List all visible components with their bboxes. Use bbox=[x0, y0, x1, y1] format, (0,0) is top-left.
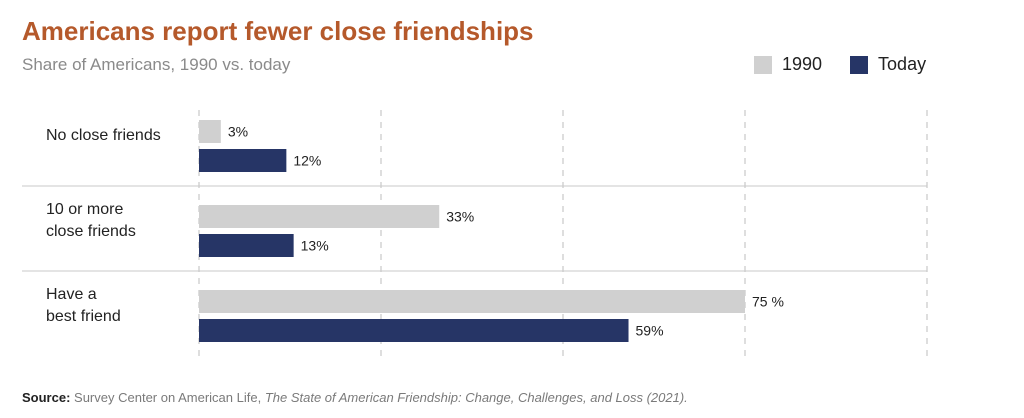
data-label: 3% bbox=[228, 124, 248, 140]
source-title: The State of American Friendship: Change… bbox=[264, 390, 688, 405]
data-label: 13% bbox=[301, 238, 329, 254]
category-label: best friend bbox=[46, 308, 121, 325]
legend-swatch-today bbox=[850, 55, 869, 74]
legend-item-1990: 1990 bbox=[754, 54, 822, 75]
bar-today bbox=[199, 234, 294, 257]
legend: 1990 Today bbox=[754, 54, 926, 75]
bar-today bbox=[199, 149, 287, 172]
legend-item-today: Today bbox=[850, 54, 926, 75]
source-text: Survey Center on American Life, bbox=[74, 390, 262, 405]
legend-label-today: Today bbox=[878, 54, 927, 74]
bar-1990 bbox=[199, 290, 745, 313]
bar-1990 bbox=[199, 120, 221, 143]
bar-1990 bbox=[199, 205, 440, 228]
data-label: 75 % bbox=[752, 294, 784, 310]
data-label: 59% bbox=[636, 323, 664, 339]
category-label: Have a bbox=[46, 286, 97, 303]
legend-label-1990: 1990 bbox=[782, 54, 823, 74]
data-label: 33% bbox=[446, 209, 474, 225]
category-label: 10 or more bbox=[46, 201, 123, 218]
source-note: Source: Survey Center on American Life, … bbox=[22, 390, 688, 405]
chart-subtitle: Share of Americans, 1990 vs. today bbox=[22, 55, 291, 74]
bar-today bbox=[199, 319, 629, 342]
data-label: 12% bbox=[293, 153, 321, 169]
source-label: Source: bbox=[22, 390, 71, 405]
bar-chart: No close friends 3% 12% 10 or more close fri… bbox=[22, 110, 928, 356]
category-label: close friends bbox=[46, 223, 136, 240]
category-label: No close friends bbox=[46, 127, 161, 144]
chart-title: Americans report fewer close friendships bbox=[22, 16, 534, 46]
legend-swatch-1990 bbox=[754, 55, 772, 74]
